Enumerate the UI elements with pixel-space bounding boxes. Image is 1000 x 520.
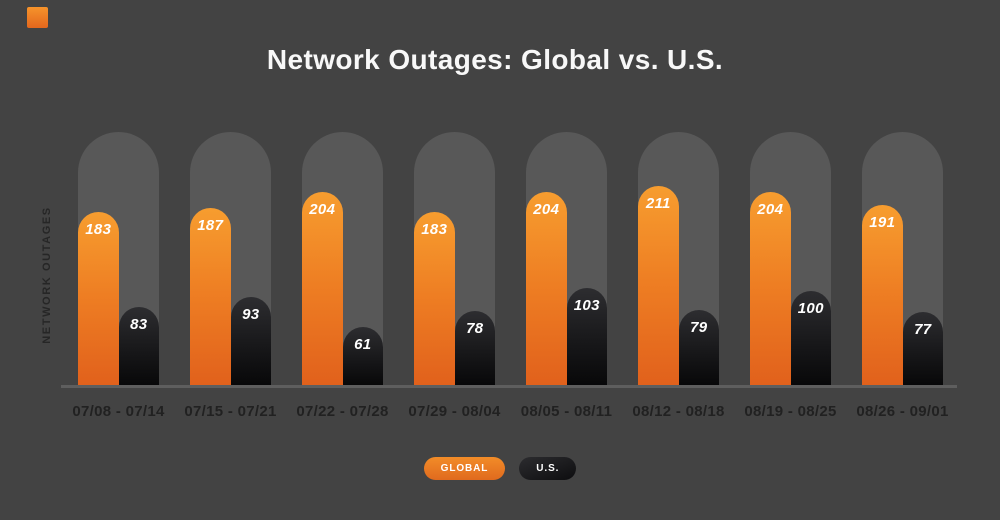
global-bar[interactable]: 204 [750,192,791,385]
x-axis-tick-label: 07/29 - 08/04 [408,403,501,420]
global-bar-value-label: 183 [421,221,448,238]
bar-group: 211 79 [638,132,719,385]
us-bar-value-label: 93 [242,306,260,323]
legend-chip-us[interactable]: U.S. [519,457,577,480]
legend-chip-global[interactable]: GLOBAL [423,457,506,480]
us-bar[interactable]: 77 [902,312,943,385]
brand-logo-icon [27,7,48,28]
x-axis-tick-label: 08/19 - 08/25 [744,403,837,420]
global-bar-value-label: 187 [197,217,224,234]
global-bar[interactable]: 183 [414,212,455,385]
chart-title: Network Outages: Global vs. U.S. [266,44,724,75]
x-axis-tick-label: 07/15 - 07/21 [184,403,277,420]
global-bar[interactable]: 191 [862,205,903,385]
bar-group: 204 61 [302,132,383,385]
us-bar-value-label: 77 [914,321,932,338]
global-bar-value-label: 204 [309,201,336,218]
global-bar[interactable]: 183 [78,212,119,385]
global-bar[interactable]: 204 [302,192,343,385]
global-bar-value-label: 204 [757,201,784,218]
bar-group: 204 103 [526,132,607,385]
us-bar-value-label: 61 [354,336,372,353]
legend: GLOBAL U.S. [0,457,1000,480]
global-bar-value-label: 204 [533,201,560,218]
us-bar-value-label: 78 [466,320,484,337]
us-bar-value-label: 83 [130,316,148,333]
x-axis-tick-label: 08/26 - 09/01 [856,403,949,420]
bar-group: 183 78 [414,132,495,385]
x-axis-tick-label: 07/08 - 07/14 [72,403,165,420]
global-bar[interactable]: 187 [190,208,231,385]
global-bar-value-label: 183 [85,221,112,238]
x-axis-tick-label: 07/22 - 07/28 [296,403,389,420]
us-bar-value-label: 79 [690,319,708,336]
us-bar-value-label: 103 [573,297,600,314]
us-bar[interactable]: 78 [454,311,495,385]
bar-group: 191 77 [862,132,943,385]
global-bar-value-label: 191 [869,214,896,231]
x-axis-tick-label: 08/05 - 08/11 [520,403,613,420]
bar-group: 204 100 [750,132,831,385]
us-bar[interactable]: 61 [342,327,383,385]
bar-group: 187 93 [190,132,271,385]
x-axis-line [61,385,957,388]
legend-global-label: GLOBAL [440,463,489,474]
global-bar[interactable]: 204 [526,192,567,385]
us-bar[interactable]: 83 [118,307,159,385]
us-bar[interactable]: 100 [790,291,831,385]
global-bar[interactable]: 211 [638,186,679,385]
us-bar[interactable]: 79 [678,310,719,385]
legend-us-label: U.S. [536,463,560,474]
bar-group: 183 83 [78,132,159,385]
us-bar-value-label: 100 [797,300,824,317]
us-bar[interactable]: 93 [230,297,271,385]
global-bar-value-label: 211 [645,195,671,212]
us-bar[interactable]: 103 [566,288,607,385]
x-axis-tick-label: 08/12 - 08/18 [632,403,725,420]
